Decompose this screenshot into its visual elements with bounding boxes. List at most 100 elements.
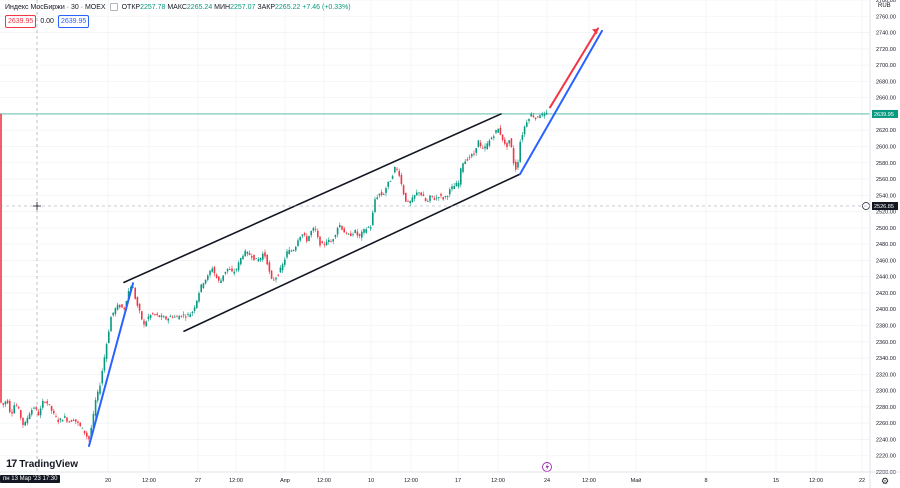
y-tick-label: 2260.00 — [876, 421, 896, 427]
candle-body — [495, 130, 497, 133]
y-tick-label: 2660.00 — [876, 96, 896, 102]
y-tick-label: 2340.00 — [876, 356, 896, 362]
candle-body — [77, 421, 79, 423]
time-axis[interactable]: 20 12:00 27 12:00 Апр 12:00 10 12:00 17 12:00 24 12… — [0, 471, 900, 484]
candle-body — [543, 113, 546, 117]
y-tick-label: 2460.00 — [876, 258, 896, 264]
y-tick-label: 2280.00 — [876, 405, 896, 411]
candle-body — [169, 316, 172, 318]
candle-body — [510, 138, 513, 148]
sell-price-badge[interactable]: 2639.95 — [5, 15, 37, 28]
x-tick-label: 12:00 — [317, 478, 331, 484]
lightning-bolt — [545, 463, 549, 471]
y-tick-label: 2760.00 — [876, 14, 896, 20]
candle-body — [545, 112, 548, 115]
candle-body — [246, 251, 249, 254]
candle-body — [281, 264, 284, 271]
spread-value: 0.00 — [40, 18, 54, 25]
candle-body — [0, 113, 2, 403]
candle-body — [72, 419, 75, 421]
candle-body — [46, 401, 48, 404]
candle-body — [97, 391, 99, 401]
x-tick-label: 17 — [455, 478, 461, 484]
candle-body — [292, 250, 295, 251]
candle-body — [389, 181, 392, 182]
candle-body — [42, 400, 44, 408]
candle-body — [13, 405, 15, 414]
x-tick-label: Май — [631, 477, 642, 484]
candle-body — [385, 188, 387, 194]
candle-body — [310, 230, 312, 236]
candle-body — [317, 230, 319, 237]
candle-body — [244, 250, 246, 257]
candle-body — [116, 304, 119, 310]
candle-body — [391, 176, 394, 179]
candle-body — [94, 399, 97, 416]
candle-body — [198, 292, 200, 302]
candle-body — [185, 316, 187, 318]
candle-body — [264, 252, 266, 257]
candle-body — [11, 411, 13, 414]
candle-body — [486, 143, 488, 150]
tradingview-logo[interactable]: 17 TradingView — [6, 458, 78, 470]
candle-body — [33, 407, 35, 409]
candle-body — [81, 427, 84, 429]
candle-body — [200, 284, 202, 292]
candle-body — [409, 201, 411, 204]
candle-body — [211, 268, 213, 272]
candle-body — [262, 253, 264, 260]
x-tick-label: 12:00 — [809, 478, 823, 484]
candle-body — [64, 416, 66, 418]
candle-body — [132, 287, 134, 288]
candle-body — [484, 146, 486, 149]
symbol-title[interactable]: Индекс МосБиржи · 30 · MOEX — [5, 3, 106, 11]
candle-body — [86, 432, 88, 437]
candle-body — [455, 182, 458, 187]
candle-body — [444, 196, 447, 197]
x-tick-label: 15 — [773, 478, 779, 484]
candle-body — [413, 195, 416, 199]
candle-body — [176, 316, 178, 318]
last-price-label: 2639.95 — [874, 112, 894, 118]
x-tick-label: 27 — [195, 478, 201, 484]
candle-body — [347, 233, 350, 235]
candle-body — [39, 408, 42, 416]
y-tick-label: 2300.00 — [876, 389, 896, 395]
channel-upper-line — [123, 113, 502, 284]
candle-body — [237, 262, 240, 271]
candle-body — [226, 268, 229, 272]
candle-body — [127, 291, 130, 300]
candle-body — [530, 113, 532, 117]
candle-body — [356, 231, 359, 236]
currency-label[interactable]: RUB — [878, 3, 891, 9]
impulse-right-line — [519, 29, 603, 176]
candle-body — [138, 304, 141, 311]
candle-body — [31, 409, 33, 415]
y-tick-label: 2700.00 — [876, 63, 896, 69]
candle-body — [266, 254, 268, 265]
candle-body — [275, 277, 277, 280]
crosshair: 2526.85 — [0, 0, 898, 472]
candle-body — [204, 279, 207, 284]
candle-body — [15, 405, 18, 407]
drawing-tools[interactable] — [88, 27, 603, 447]
candle-body — [231, 268, 233, 272]
y-tick-label: 2440.00 — [876, 275, 896, 281]
candle-body — [431, 195, 433, 197]
candle-body — [539, 115, 541, 119]
candle-body — [279, 267, 282, 273]
candle-body — [251, 256, 253, 258]
buy-price-badge[interactable]: 2639.95 — [57, 15, 90, 28]
candle-body — [273, 279, 275, 281]
candle-body — [48, 404, 51, 405]
price-axis[interactable]: 2200.00 2220.00 2240.00 2260.00 2280.00 2300.… — [869, 0, 898, 488]
candle-body — [369, 227, 372, 229]
candle-body — [418, 192, 420, 194]
candle-body — [424, 198, 427, 202]
legend-header: Индекс МосБиржи · 30 · MOEX ОТКР2257.78 … — [5, 3, 351, 11]
candle-body — [504, 139, 506, 144]
visibility-icon[interactable] — [109, 3, 118, 11]
gear-icon[interactable]: ⚙ — [881, 476, 890, 486]
candle-body — [222, 275, 224, 281]
